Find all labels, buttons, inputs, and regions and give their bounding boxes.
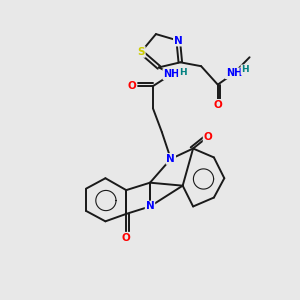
Text: O: O <box>122 233 130 243</box>
Text: NH: NH <box>226 68 242 78</box>
Text: N: N <box>174 36 183 46</box>
Text: H: H <box>179 68 187 77</box>
Text: H: H <box>241 65 249 74</box>
Text: O: O <box>213 100 222 110</box>
Text: O: O <box>204 132 212 142</box>
Text: S: S <box>137 47 145 57</box>
Text: O: O <box>128 81 136 91</box>
Text: N: N <box>146 202 154 212</box>
Text: N: N <box>167 154 175 164</box>
Text: NH: NH <box>163 69 179 79</box>
